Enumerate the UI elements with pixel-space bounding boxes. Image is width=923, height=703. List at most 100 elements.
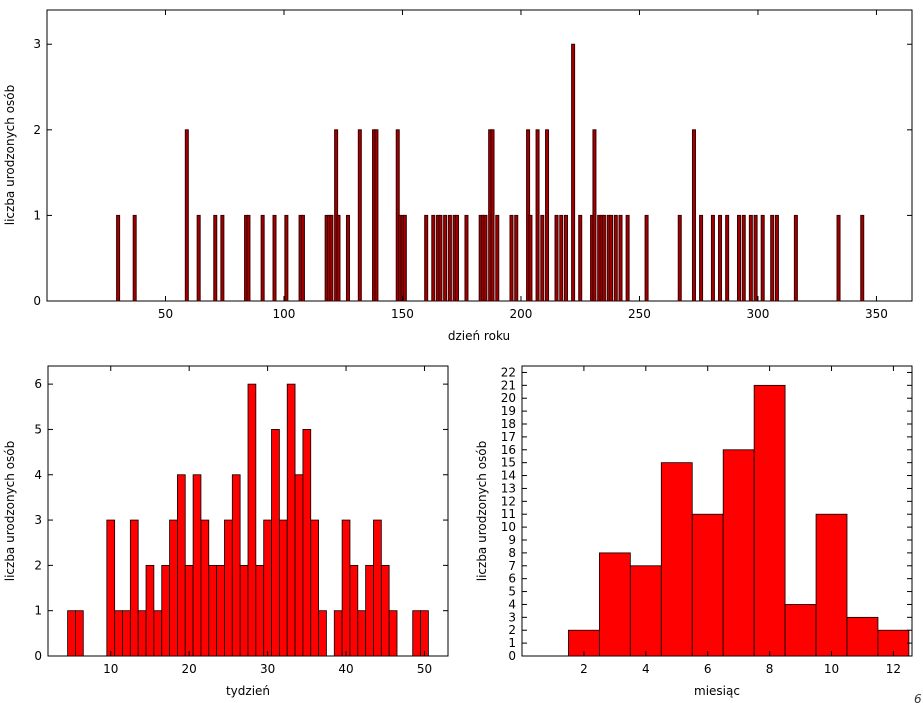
- ytick-label-month: 8: [508, 546, 516, 560]
- xtick-label-day: 250: [628, 307, 651, 321]
- ytick-label-day: 1: [33, 208, 41, 222]
- bar-day: [116, 214, 121, 302]
- bar-week: [231, 474, 241, 657]
- ytick-label-month: 16: [501, 443, 516, 457]
- xtick-label-week: 40: [338, 662, 353, 676]
- bar-day: [402, 214, 407, 302]
- bar-day: [741, 214, 746, 302]
- bar-month: [722, 449, 755, 657]
- bar-day: [284, 214, 289, 302]
- bar-day: [336, 214, 341, 302]
- bar-day: [213, 214, 218, 302]
- ytick-label-month: 21: [501, 378, 516, 392]
- bar-week: [216, 564, 225, 657]
- bar-month: [598, 552, 631, 657]
- xtick-label-week: 30: [260, 662, 275, 676]
- bar-week: [153, 610, 163, 657]
- xtick-label-month: 8: [766, 662, 774, 676]
- xtick-label-month: 6: [704, 662, 712, 676]
- ytick-label-month: 18: [501, 417, 516, 431]
- bar-day: [528, 214, 533, 302]
- bar-week: [271, 429, 280, 657]
- bar-week: [310, 519, 319, 657]
- ytick-label-month: 2: [508, 623, 516, 637]
- xlabel-week: tydzień: [226, 684, 270, 698]
- xtick-label-day: 100: [273, 307, 296, 321]
- bar-day: [443, 214, 448, 302]
- bar-week: [208, 564, 218, 657]
- bar-day: [345, 214, 350, 302]
- bar-week: [263, 519, 272, 657]
- bar-day: [860, 214, 865, 302]
- bar-day: [625, 214, 630, 302]
- bar-week: [365, 564, 374, 657]
- bar-week: [75, 610, 84, 657]
- bars-day: [116, 43, 865, 302]
- bar-week: [255, 564, 265, 657]
- bar-day: [793, 214, 798, 302]
- bar-day: [699, 214, 704, 302]
- bar-day: [677, 214, 682, 302]
- bar-week: [357, 610, 367, 657]
- bar-week: [122, 610, 131, 657]
- bar-week: [184, 564, 194, 657]
- ytick-label-month: 12: [501, 494, 516, 508]
- bar-day: [836, 214, 841, 302]
- bar-month: [691, 513, 724, 657]
- bar-month: [784, 604, 817, 657]
- bar-week: [333, 610, 343, 657]
- bar-day: [545, 129, 550, 302]
- bar-day: [464, 214, 469, 302]
- ytick-label-month: 17: [501, 430, 516, 444]
- bar-day: [770, 214, 775, 302]
- bar-day: [613, 214, 618, 302]
- ytick-label-month: 11: [501, 507, 516, 521]
- ytick-label-month: 15: [501, 456, 516, 470]
- bar-week: [247, 383, 257, 657]
- ytick-label-week: 6: [34, 377, 42, 391]
- bar-week: [200, 519, 210, 657]
- xtick-label-day: 200: [510, 307, 533, 321]
- xtick-label-week: 50: [417, 662, 432, 676]
- bar-week: [129, 519, 139, 657]
- bar-day: [691, 129, 696, 302]
- ytick-label-month: 10: [501, 520, 516, 534]
- bar-day: [374, 129, 379, 302]
- bar-day: [601, 214, 606, 302]
- xtick-label-day: 50: [158, 307, 173, 321]
- ytick-label-month: 3: [508, 610, 516, 624]
- xtick-label-week: 20: [182, 662, 197, 676]
- bar-week: [169, 519, 178, 657]
- bar-day: [578, 214, 583, 302]
- bar-day: [718, 214, 723, 302]
- xtick-label-month: 10: [824, 662, 839, 676]
- ytick-label-week: 3: [34, 513, 42, 527]
- bar-day: [431, 214, 436, 302]
- bar-day: [725, 214, 730, 302]
- bar-week: [286, 383, 296, 657]
- bar-month: [846, 616, 879, 657]
- bar-week: [192, 474, 202, 657]
- bars-month: [568, 384, 910, 657]
- ytick-label-week: 0: [34, 649, 42, 663]
- bar-day: [571, 43, 576, 302]
- ytick-label-week: 5: [34, 422, 42, 436]
- ytick-label-month: 14: [501, 469, 516, 483]
- page-number-mark: 6: [914, 692, 922, 703]
- bar-day: [535, 129, 540, 302]
- bar-day: [753, 214, 758, 302]
- ylabel-week: liczba urodzonych osób: [3, 441, 17, 582]
- bar-day: [559, 214, 564, 302]
- ytick-label-month: 20: [501, 391, 516, 405]
- bar-week: [224, 519, 233, 657]
- bar-day: [220, 214, 225, 302]
- bar-month: [660, 462, 693, 657]
- ytick-label-month: 4: [508, 597, 516, 611]
- bar-day: [246, 214, 251, 302]
- ytick-label-month: 13: [501, 481, 516, 495]
- bars-week: [67, 383, 429, 657]
